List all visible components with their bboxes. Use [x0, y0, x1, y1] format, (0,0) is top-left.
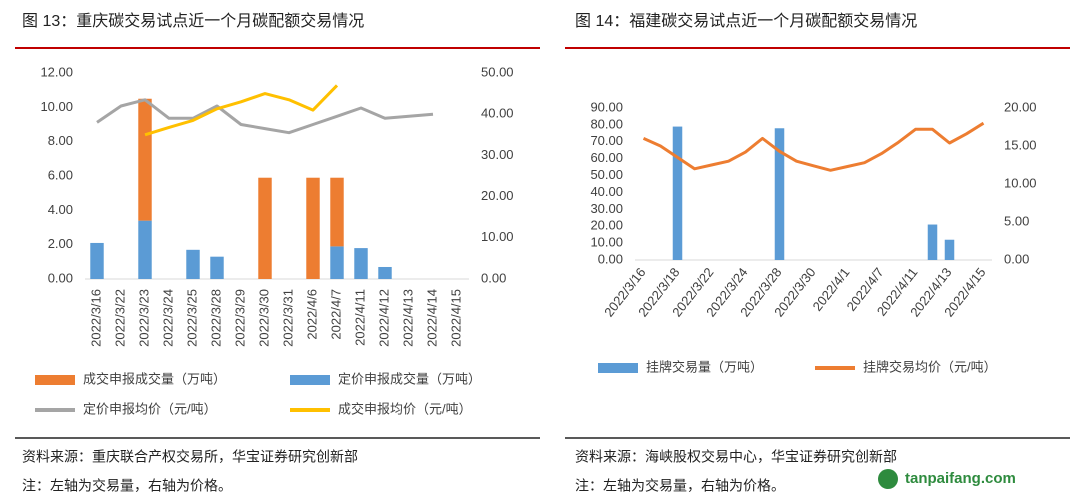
bar — [672, 126, 683, 260]
x-tick-label: 2022/4/6 — [304, 289, 319, 340]
y-tick-label: 80.00 — [590, 116, 623, 131]
y-tick-label: 20.00 — [590, 218, 623, 233]
note: 注：左轴为交易量，右轴为价格。 — [22, 478, 232, 494]
y-tick-label: 0.00 — [48, 270, 73, 285]
legend-label: 挂牌交易均价（元/吨） — [863, 359, 997, 374]
chart-title: 图 13：重庆碳交易试点近一个月碳配额交易情况 — [22, 12, 364, 30]
y2-tick-label: 40.00 — [481, 106, 514, 121]
bar — [210, 256, 224, 279]
bar — [774, 128, 785, 260]
legend-label: 定价申报成交量（万吨） — [338, 371, 481, 386]
watermark: tanpaifang.com — [905, 470, 1016, 487]
y2-tick-label: 20.00 — [1004, 99, 1037, 114]
legend-label: 挂牌交易量（万吨） — [646, 359, 763, 374]
y-tick-label: 0.00 — [598, 251, 623, 266]
note: 注：左轴为交易量，右轴为价格。 — [575, 478, 785, 494]
y2-tick-label: 50.00 — [481, 64, 514, 79]
bar — [330, 177, 344, 247]
y-tick-label: 50.00 — [590, 167, 623, 182]
bar — [378, 266, 392, 279]
y-tick-label: 2.00 — [48, 236, 73, 251]
x-tick-label: 2022/4/14 — [424, 289, 439, 347]
legend-label: 成交申报成交量（万吨） — [83, 371, 226, 386]
x-tick-label: 2022/4/15 — [448, 289, 463, 347]
x-tick-label: 2022/3/22 — [112, 289, 127, 347]
bar — [927, 224, 938, 260]
y-tick-label: 60.00 — [590, 150, 623, 165]
x-tick-label: 2022/3/31 — [280, 289, 295, 347]
x-tick-label: 2022/4/13 — [400, 289, 415, 347]
y2-tick-label: 15.00 — [1004, 137, 1037, 152]
legend-label: 定价申报均价（元/吨） — [83, 401, 217, 416]
bar — [138, 98, 152, 221]
y2-tick-label: 10.00 — [481, 229, 514, 244]
bar — [186, 249, 200, 279]
x-tick-label: 2022/4/11 — [352, 289, 367, 346]
y-tick-label: 30.00 — [590, 201, 623, 216]
y2-tick-label: 5.00 — [1004, 213, 1029, 228]
legend-swatch — [290, 375, 330, 385]
chart-title: 图 14：福建碳交易试点近一个月碳配额交易情况 — [575, 12, 917, 30]
y2-tick-label: 10.00 — [1004, 175, 1037, 190]
x-tick-label: 2022/3/23 — [136, 289, 151, 347]
x-tick-label: 2022/3/29 — [232, 289, 247, 347]
y2-tick-label: 0.00 — [1004, 251, 1029, 266]
source: 资料来源：重庆联合产权交易所，华宝证券研究创新部 — [22, 449, 358, 465]
source: 资料来源：海峡股权交易中心，华宝证券研究创新部 — [575, 449, 897, 465]
x-tick-label: 2022/3/30 — [256, 289, 271, 347]
y-tick-label: 6.00 — [48, 167, 73, 182]
y-tick-label: 12.00 — [40, 64, 73, 79]
watermark-logo — [878, 469, 898, 489]
bar — [944, 239, 955, 260]
line — [144, 84, 339, 137]
y-tick-label: 40.00 — [590, 184, 623, 199]
y-tick-label: 90.00 — [590, 99, 623, 114]
y-tick-label: 4.00 — [48, 202, 73, 217]
y-tick-label: 10.00 — [590, 235, 623, 250]
x-tick-label: 2022/3/25 — [184, 289, 199, 347]
y-tick-label: 10.00 — [40, 99, 73, 114]
x-tick-label: 2022/3/24 — [160, 289, 175, 347]
x-tick-label: 2022/3/16 — [88, 289, 103, 347]
line — [96, 98, 434, 135]
y2-tick-label: 20.00 — [481, 188, 514, 203]
bar — [138, 220, 152, 279]
bar — [90, 242, 104, 279]
legend-swatch — [598, 363, 638, 373]
x-tick-label: 2022/4/7 — [328, 289, 343, 340]
x-tick-label: 2022/3/28 — [208, 289, 223, 347]
y-tick-label: 8.00 — [48, 133, 73, 148]
y-tick-label: 70.00 — [590, 133, 623, 148]
bar — [258, 177, 272, 279]
bar — [330, 246, 344, 279]
bar — [354, 248, 368, 279]
legend-label: 成交申报均价（元/吨） — [338, 401, 472, 416]
bar — [306, 177, 320, 279]
x-tick-label: 2022/4/12 — [376, 289, 391, 347]
y2-tick-label: 30.00 — [481, 147, 514, 162]
legend-swatch — [35, 375, 75, 385]
line — [642, 121, 985, 172]
y2-tick-label: 0.00 — [481, 270, 506, 285]
